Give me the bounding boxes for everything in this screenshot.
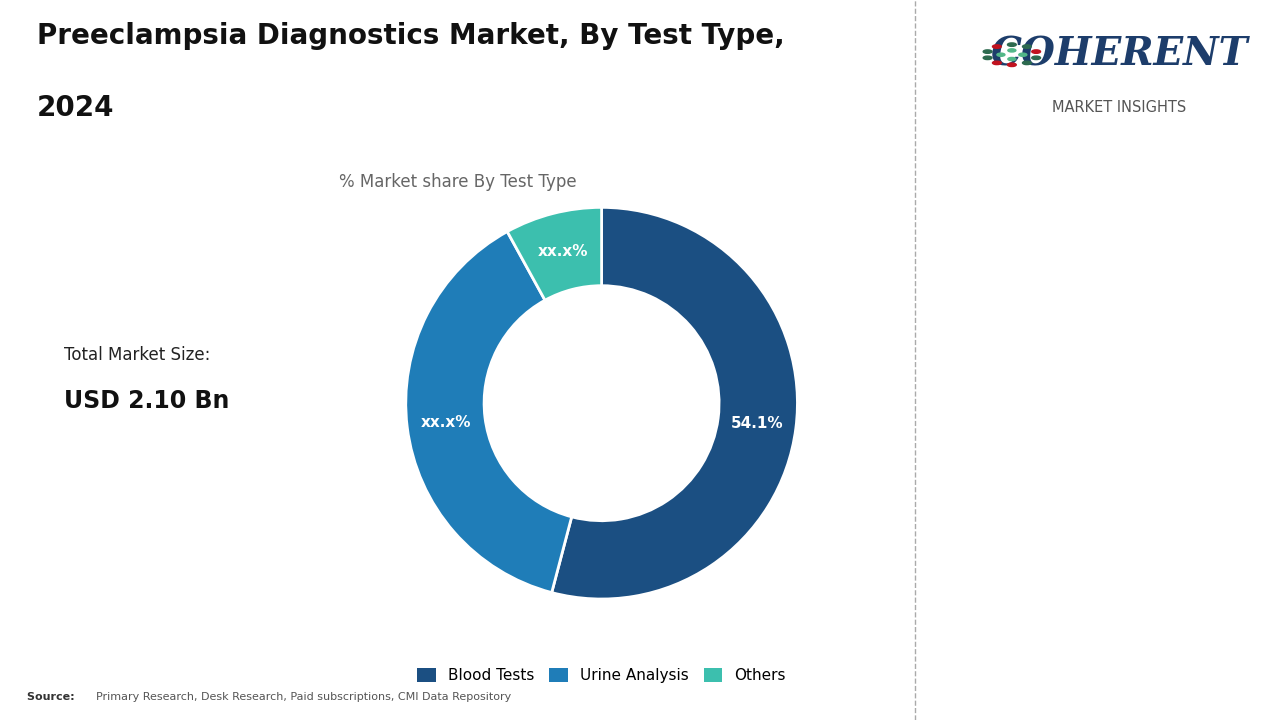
Text: 2024: 2024 bbox=[37, 94, 114, 122]
Wedge shape bbox=[406, 232, 572, 593]
Text: % Market share By Test Type: % Market share By Test Type bbox=[339, 173, 576, 191]
Circle shape bbox=[1019, 53, 1027, 56]
Circle shape bbox=[983, 50, 992, 53]
Circle shape bbox=[983, 56, 992, 60]
Text: USD 2.10 Bn: USD 2.10 Bn bbox=[64, 389, 229, 413]
Text: Primary Research, Desk Research, Paid subscriptions, CMI Data Repository: Primary Research, Desk Research, Paid su… bbox=[96, 692, 511, 702]
Text: Preeclampsia Diagnostics Market, By Test Type,: Preeclampsia Diagnostics Market, By Test… bbox=[37, 22, 785, 50]
Legend: Blood Tests, Urine Analysis, Others: Blood Tests, Urine Analysis, Others bbox=[411, 662, 792, 689]
Circle shape bbox=[1023, 45, 1032, 48]
Text: xx.x%: xx.x% bbox=[421, 415, 471, 430]
Text: COHERENT: COHERENT bbox=[991, 36, 1248, 73]
Circle shape bbox=[1023, 61, 1032, 65]
Circle shape bbox=[992, 61, 1001, 65]
Wedge shape bbox=[552, 207, 797, 599]
Text: xx.x%: xx.x% bbox=[538, 244, 588, 259]
Text: 54.1%: 54.1% bbox=[952, 213, 1144, 267]
Text: Preeclampsia
Diagnostics
Market: Preeclampsia Diagnostics Market bbox=[952, 507, 1165, 626]
Circle shape bbox=[1007, 58, 1016, 60]
Circle shape bbox=[1032, 50, 1041, 53]
Circle shape bbox=[1007, 63, 1016, 66]
Circle shape bbox=[997, 53, 1005, 56]
Circle shape bbox=[1007, 43, 1016, 46]
Wedge shape bbox=[507, 207, 602, 300]
Text: MARKET INSIGHTS: MARKET INSIGHTS bbox=[1052, 101, 1187, 115]
Circle shape bbox=[1032, 56, 1041, 60]
Text: 54.1%: 54.1% bbox=[731, 416, 783, 431]
Text: Source:: Source: bbox=[27, 692, 79, 702]
Circle shape bbox=[1007, 49, 1016, 52]
Text: Blood Tests: Blood Tests bbox=[952, 317, 1059, 335]
Text: Total Market Size:: Total Market Size: bbox=[64, 346, 210, 364]
Circle shape bbox=[992, 45, 1001, 48]
Text: Test Type -
Estimated Market
Revenue Share, 2024: Test Type - Estimated Market Revenue Sha… bbox=[952, 343, 1130, 413]
